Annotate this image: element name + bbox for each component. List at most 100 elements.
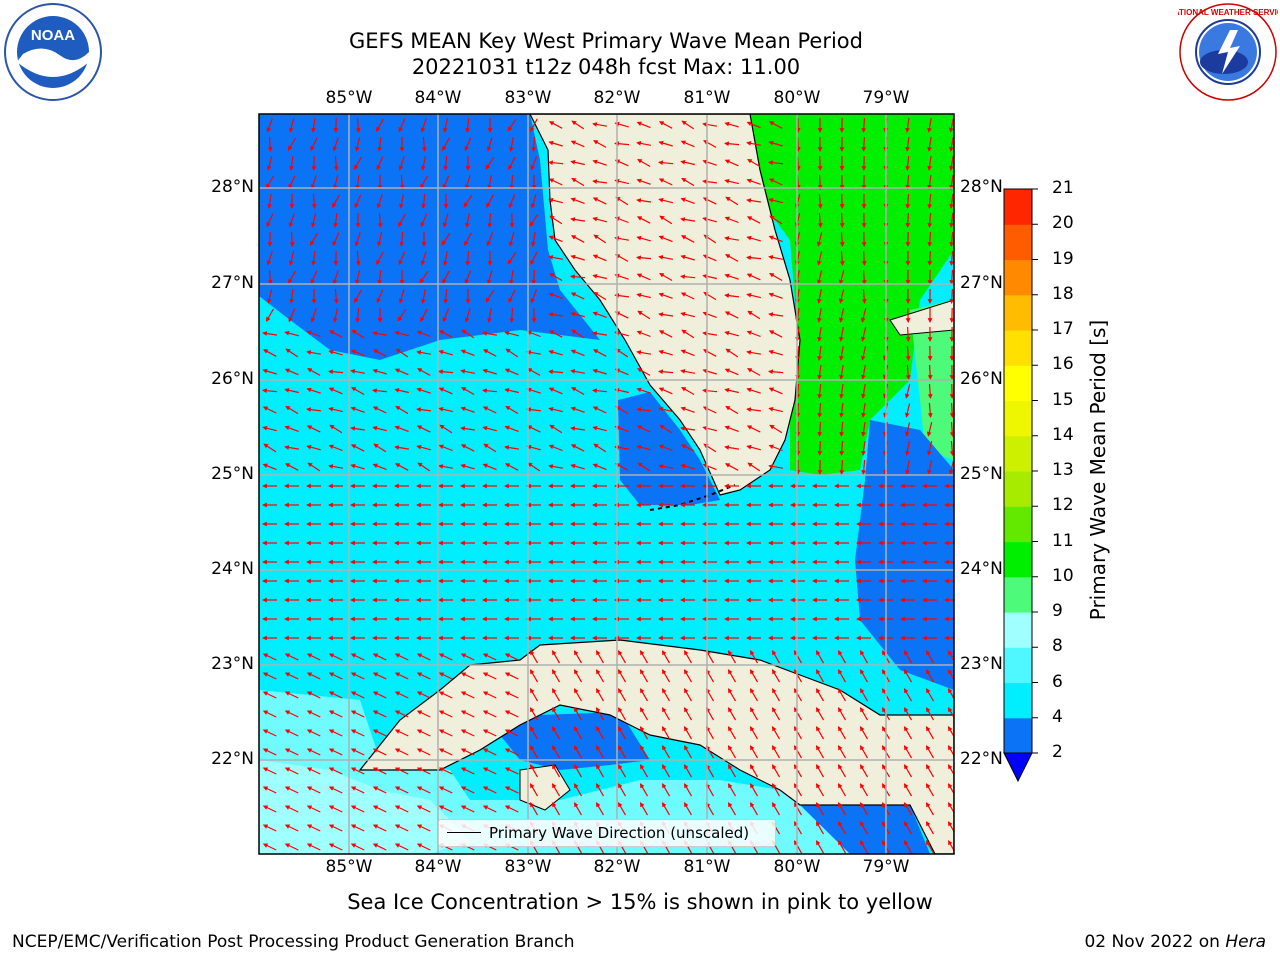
nws-logo-text: NATIONAL WEATHER SERVICE bbox=[1178, 8, 1278, 17]
wave-direction-arrow bbox=[925, 745, 935, 759]
wave-direction-arrow bbox=[529, 783, 539, 797]
wave-direction-arrow bbox=[947, 688, 954, 700]
wave-direction-arrow bbox=[328, 786, 343, 794]
wave-direction-arrow bbox=[639, 764, 649, 778]
florida-keys bbox=[649, 484, 736, 511]
wave-direction-arrow bbox=[637, 462, 651, 472]
colorbar-segment bbox=[1004, 294, 1032, 331]
wave-direction-arrow bbox=[354, 289, 362, 303]
wave-direction-arrow bbox=[442, 137, 450, 151]
wave-direction-arrow bbox=[398, 156, 405, 171]
wave-direction-arrow bbox=[504, 805, 519, 813]
wave-direction-arrow bbox=[639, 726, 649, 740]
wave-direction-arrow bbox=[837, 840, 847, 854]
wave-direction-arrow bbox=[504, 786, 519, 794]
wave-direction-arrow bbox=[328, 729, 343, 737]
lat-label-right: 22°N bbox=[960, 749, 1003, 769]
wave-direction-arrow bbox=[570, 349, 585, 357]
wave-direction-arrow bbox=[639, 688, 649, 702]
wave-direction-arrow bbox=[551, 726, 561, 740]
wave-direction-arrow bbox=[702, 216, 717, 223]
wave-direction-arrow bbox=[306, 805, 321, 813]
wave-direction-arrow bbox=[592, 197, 607, 205]
colorbar-tick-label: 2 bbox=[1052, 742, 1063, 762]
wave-direction-arrow bbox=[817, 402, 823, 418]
bahamas-land bbox=[889, 299, 954, 336]
wave-direction-arrow bbox=[570, 197, 585, 204]
wave-direction-arrow bbox=[725, 405, 739, 415]
wave-direction-arrow bbox=[438, 653, 453, 661]
wave-direction-arrow bbox=[394, 729, 409, 737]
wave-direction-arrow bbox=[837, 783, 847, 797]
wave-direction-arrow bbox=[504, 425, 519, 432]
wave-direction-arrow bbox=[617, 669, 627, 683]
wave-direction-arrow bbox=[724, 216, 739, 224]
wave-direction-arrow bbox=[749, 688, 759, 702]
wave-direction-arrow bbox=[702, 368, 717, 375]
colorbar-tick-label: 14 bbox=[1052, 424, 1074, 445]
wave-direction-arrow bbox=[859, 764, 869, 778]
wave-direction-arrow bbox=[949, 213, 954, 228]
wave-direction-arrow bbox=[394, 767, 409, 775]
wave-direction-arrow bbox=[486, 232, 494, 247]
wave-direction-arrow bbox=[262, 843, 277, 851]
wave-direction-arrow bbox=[548, 235, 563, 243]
chart-title: GEFS MEAN Key West Primary Wave Mean Per… bbox=[349, 29, 863, 53]
wave-direction-arrow bbox=[636, 235, 651, 242]
wave-direction-arrow bbox=[925, 802, 935, 816]
wave-direction-arrow bbox=[548, 178, 563, 186]
wave-direction-arrow bbox=[284, 824, 299, 832]
wave-direction-arrow bbox=[529, 707, 539, 721]
wave-direction-arrow bbox=[724, 141, 740, 147]
wave-direction-arrow bbox=[639, 707, 649, 721]
wave-direction-arrow bbox=[903, 669, 913, 683]
wave-direction-arrow bbox=[262, 349, 277, 357]
wave-direction-arrow bbox=[372, 824, 387, 832]
wave-direction-arrow bbox=[658, 121, 673, 129]
wave-direction-arrow bbox=[817, 193, 823, 209]
wave-direction-arrow bbox=[815, 783, 825, 797]
wave-direction-arrow bbox=[661, 745, 671, 759]
wave-direction-arrow bbox=[482, 368, 497, 375]
wave-direction-arrow bbox=[817, 212, 823, 228]
wave-direction-arrow bbox=[531, 269, 537, 285]
wave-direction-arrow bbox=[284, 786, 299, 794]
wave-direction-arrow bbox=[284, 425, 299, 432]
wave-direction-arrow bbox=[680, 235, 695, 243]
wave-direction-arrow bbox=[768, 444, 783, 452]
wave-direction-arrow bbox=[769, 272, 783, 282]
wave-direction-arrow bbox=[438, 805, 453, 813]
wave-direction-arrow bbox=[306, 444, 321, 451]
wave-direction-arrow bbox=[793, 840, 803, 854]
wave-direction-arrow bbox=[350, 672, 365, 680]
wave-direction-arrow bbox=[530, 156, 538, 171]
wave-direction-arrow bbox=[702, 331, 717, 336]
wave-direction-arrow bbox=[487, 307, 492, 323]
wave-direction-arrow bbox=[949, 231, 954, 247]
footer-machine: Hera bbox=[1225, 932, 1266, 952]
florida-land bbox=[529, 114, 801, 496]
wave-direction-arrow bbox=[903, 707, 913, 721]
wave-direction-arrow bbox=[398, 213, 406, 227]
wave-direction-arrow bbox=[680, 426, 695, 431]
wave-direction-arrow bbox=[306, 407, 321, 412]
wave-direction-arrow bbox=[551, 707, 561, 721]
wave-direction-arrow bbox=[617, 745, 627, 759]
wave-direction-arrow bbox=[639, 669, 649, 683]
wave-direction-arrow bbox=[681, 386, 695, 396]
wave-direction-arrow bbox=[570, 426, 585, 431]
wave-direction-arrow bbox=[354, 194, 362, 209]
wave-direction-arrow bbox=[793, 688, 803, 702]
lon-label-top: 81°W bbox=[683, 88, 731, 108]
wave-direction-arrow bbox=[504, 368, 519, 376]
wave-direction-arrow bbox=[615, 405, 629, 415]
wave-direction-arrow bbox=[551, 745, 561, 759]
wave-direction-arrow bbox=[947, 783, 954, 795]
wave-direction-arrow bbox=[614, 463, 629, 471]
wave-direction-arrow bbox=[372, 767, 387, 775]
wave-direction-arrow bbox=[927, 402, 933, 418]
wave-direction-arrow bbox=[529, 669, 539, 683]
wave-direction-arrow bbox=[927, 383, 933, 399]
wave-direction-arrow bbox=[350, 463, 365, 470]
wave-direction-arrow bbox=[595, 764, 605, 778]
